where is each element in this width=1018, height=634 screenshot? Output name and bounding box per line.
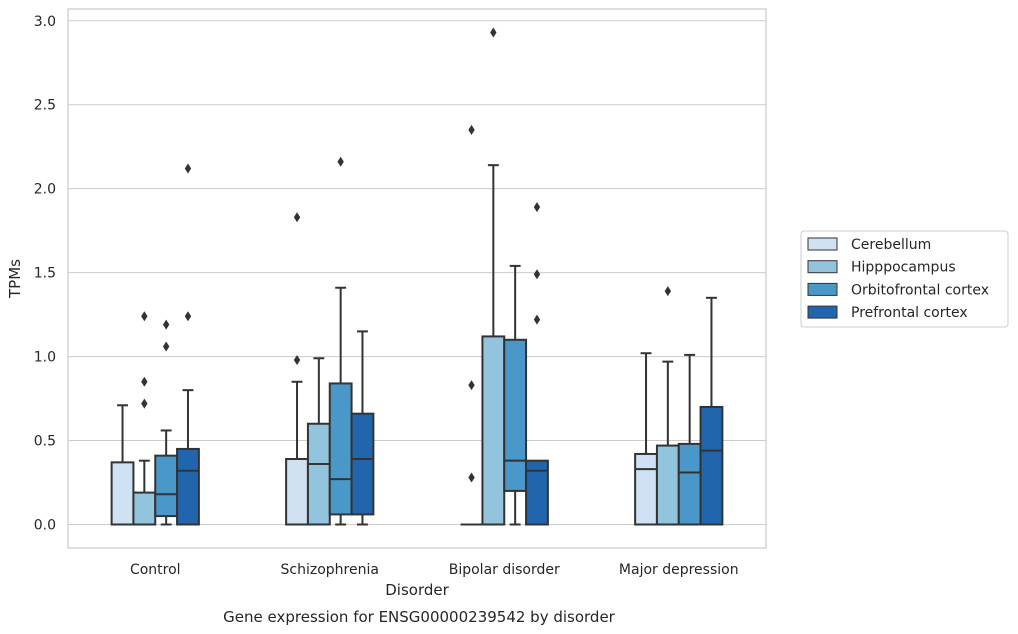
box-body [525, 459, 549, 526]
box-body [154, 454, 179, 518]
box-body [503, 338, 528, 492]
box-4-2 [350, 330, 375, 526]
y-tick-label: 2.0 [34, 182, 56, 198]
legend-swatch [807, 237, 838, 251]
box-body [677, 442, 702, 526]
box-body [285, 458, 309, 526]
box-body [328, 382, 353, 516]
x-tick-label: Schizophrenia [281, 562, 379, 578]
legend-swatch [807, 260, 838, 274]
box-1-2 [285, 212, 309, 526]
y-tick-label: 2.5 [34, 98, 56, 114]
legend-label: Cerebellum [851, 237, 931, 253]
box-4-3 [525, 202, 549, 526]
box-2-3 [481, 27, 506, 526]
box-body [481, 335, 506, 526]
box-2-2 [306, 357, 331, 526]
legend-label: Hipppocampus [851, 260, 956, 276]
box-4-4 [699, 296, 724, 526]
box-body [176, 447, 200, 526]
plot-frame [67, 8, 767, 549]
box-2-4 [655, 286, 680, 526]
x-tick-label: Control [130, 562, 181, 578]
x-axis-label: Disorder [385, 581, 449, 599]
box-4-1 [176, 163, 200, 526]
outlier-point [293, 354, 301, 365]
y-axis-label: TPMs [6, 259, 24, 299]
box-body [699, 405, 724, 526]
legend-swatch [807, 305, 838, 319]
box-2-1 [132, 311, 157, 526]
box-3-3 [503, 264, 528, 526]
outlier-point [184, 163, 192, 174]
outlier-point [533, 202, 541, 213]
grid-lines [68, 20, 766, 525]
outlier-point [184, 311, 192, 322]
y-axis-ticks: 0.0 0.5 1.0 1.5 2.0 2.5 3.0 [34, 14, 56, 534]
outlier-point [533, 269, 541, 280]
box-1-3 [460, 124, 483, 526]
box-1-4 [634, 352, 658, 526]
y-tick-label: 0.0 [34, 517, 56, 533]
legend-swatch [807, 282, 838, 296]
legend-label: Prefrontal cortex [851, 305, 968, 321]
legend: Cerebellum Hipppocampus Orbitofrontal cort… [800, 230, 1009, 328]
y-tick-label: 1.0 [34, 350, 56, 366]
outlier-point [468, 124, 475, 135]
outlier-point [293, 212, 301, 223]
outlier-point [664, 286, 672, 297]
box-body [306, 422, 331, 526]
x-tick-label: Major depression [619, 562, 739, 578]
box-body [350, 412, 375, 516]
box-plot-area [110, 27, 724, 526]
x-tick-label: Bipolar disorder [449, 562, 560, 578]
outlier-point [533, 314, 541, 325]
box-body [132, 491, 157, 526]
y-tick-label: 3.0 [34, 14, 56, 30]
outlier-point [468, 380, 475, 391]
chart-caption: Gene expression for ENSG00000239542 by d… [223, 608, 616, 626]
outlier-point [141, 311, 148, 322]
y-tick-label: 1.5 [34, 266, 56, 282]
outlier-point [162, 341, 170, 352]
legend-label: Orbitofrontal cortex [851, 282, 989, 298]
outlier-point [141, 398, 148, 409]
outlier-point [490, 27, 497, 38]
box-3-2 [328, 156, 353, 526]
box-3-1 [154, 319, 179, 526]
legend-box [800, 230, 1009, 328]
outlier-point [337, 156, 344, 167]
outlier-point [141, 376, 148, 387]
box-body [655, 444, 680, 526]
box-body [634, 452, 658, 526]
box-1-1 [110, 404, 135, 526]
box-3-4 [677, 353, 702, 526]
outlier-point [162, 319, 170, 330]
y-tick-label: 0.5 [34, 434, 56, 450]
x-axis-ticks: Control Schizophrenia Bipolar disorder Majo… [130, 562, 739, 578]
outlier-point [468, 472, 475, 483]
box-body [110, 461, 135, 526]
